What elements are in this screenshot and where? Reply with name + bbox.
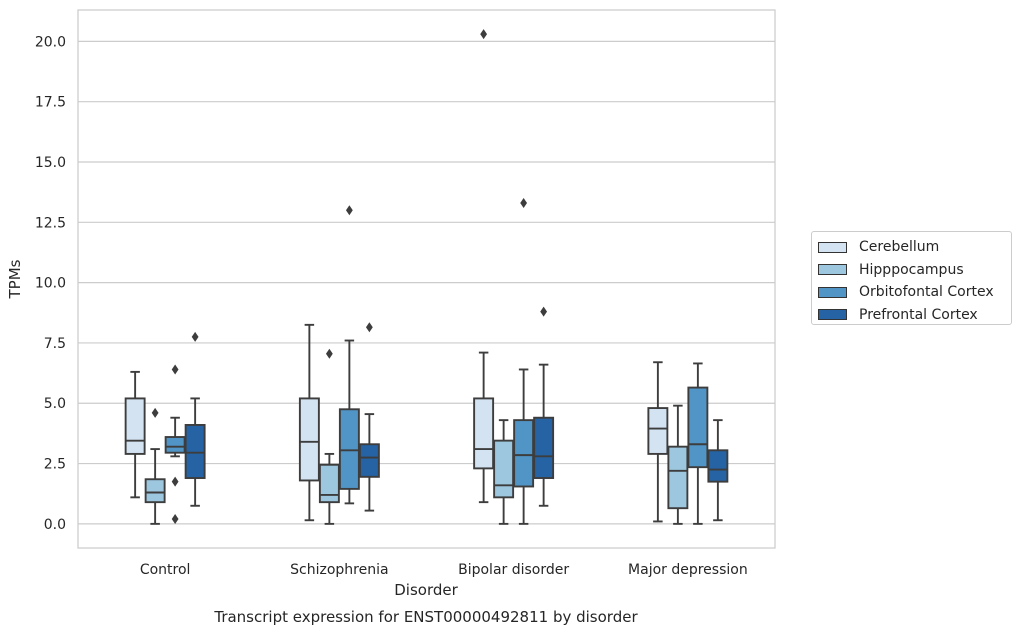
box-3-2 <box>533 306 555 507</box>
outlier-point <box>365 322 373 333</box>
box-2-2 <box>513 198 535 525</box>
legend-label: Orbitofontal Cortex <box>859 284 994 301</box>
outlier-point <box>520 198 528 209</box>
y-tick-label: 2.5 <box>44 457 66 473</box>
legend-item: Hipppocampus <box>818 259 1011 282</box>
legend-swatch <box>818 286 847 298</box>
chart-title: Transcript expression for ENST0000049281… <box>213 608 638 626</box>
legend-item: Cerebellum <box>818 236 1011 259</box>
x-tick-labels: Control Schizophrenia Bipolar disorder Majo… <box>140 562 748 578</box>
legend-swatch <box>818 309 847 321</box>
boxes <box>124 29 729 525</box>
outlier-point <box>171 476 179 487</box>
outlier-point <box>325 348 333 359</box>
outlier-point <box>540 306 548 317</box>
legend-item: Prefrontal Cortex <box>818 304 1011 327</box>
box-body <box>358 443 380 478</box>
box-body <box>473 397 495 470</box>
box-body <box>707 449 729 483</box>
box-0-1 <box>298 323 320 522</box>
outlier-point <box>151 407 159 418</box>
y-axis-label: TPMs <box>6 259 24 299</box>
legend: Cerebellum Hipppocampus Orbitofontal Corte… <box>811 231 1012 325</box>
legend-swatch <box>818 264 847 276</box>
box-1-1 <box>318 348 340 525</box>
box-body <box>667 445 689 510</box>
x-tick-label: Major depression <box>628 562 748 578</box>
box-0-2 <box>473 29 495 504</box>
legend-swatch <box>818 241 847 253</box>
y-tick-label: 0.0 <box>44 517 66 533</box>
box-2-1 <box>338 205 360 505</box>
y-tick-label: 5.0 <box>44 396 66 412</box>
box-1-3 <box>667 404 689 525</box>
box-body <box>318 463 340 504</box>
outlier-point <box>191 331 199 342</box>
legend-label: Hipppocampus <box>859 261 964 278</box>
box-body <box>338 408 360 490</box>
outlier-point <box>345 205 353 216</box>
box-0-3 <box>647 361 669 523</box>
outlier-point <box>480 29 488 40</box>
box-body <box>144 478 166 504</box>
box-body <box>124 397 146 455</box>
y-tick-label: 7.5 <box>44 336 66 352</box>
box-body <box>164 436 186 454</box>
outlier-point <box>171 514 179 525</box>
box-3-3 <box>707 419 729 522</box>
y-tick-label: 20.0 <box>35 34 66 50</box>
x-tick-label: Control <box>140 562 191 578</box>
box-body <box>184 424 206 479</box>
box-2-0 <box>164 364 186 525</box>
box-body <box>647 407 669 455</box>
box-1-2 <box>493 419 515 525</box>
legend-label: Prefrontal Cortex <box>859 306 978 323</box>
x-tick-label: Schizophrenia <box>290 562 388 578</box>
box-3-1 <box>358 322 380 512</box>
x-axis-label: Disorder <box>394 581 458 599</box>
legend-item: Orbitofontal Cortex <box>818 281 1011 304</box>
box-1-0 <box>144 407 166 525</box>
box-2-3 <box>687 362 709 525</box>
box-body <box>687 386 709 469</box>
y-tick-label: 17.5 <box>35 95 66 111</box>
box-body <box>493 439 515 499</box>
y-tick-label: 10.0 <box>35 276 66 292</box>
y-tick-labels: 0.0 2.5 5.0 7.5 10.0 12.5 15.0 17.5 20.0 <box>35 34 66 533</box>
y-tick-label: 15.0 <box>35 155 66 171</box>
box-3-0 <box>184 331 206 507</box>
y-tick-label: 12.5 <box>35 215 66 231</box>
box-body <box>513 419 535 488</box>
box-body <box>298 397 320 482</box>
x-tick-label: Bipolar disorder <box>458 562 569 578</box>
box-0-0 <box>124 370 146 499</box>
box-body <box>533 416 555 479</box>
outlier-point <box>171 364 179 375</box>
legend-label: Cerebellum <box>859 239 940 256</box>
